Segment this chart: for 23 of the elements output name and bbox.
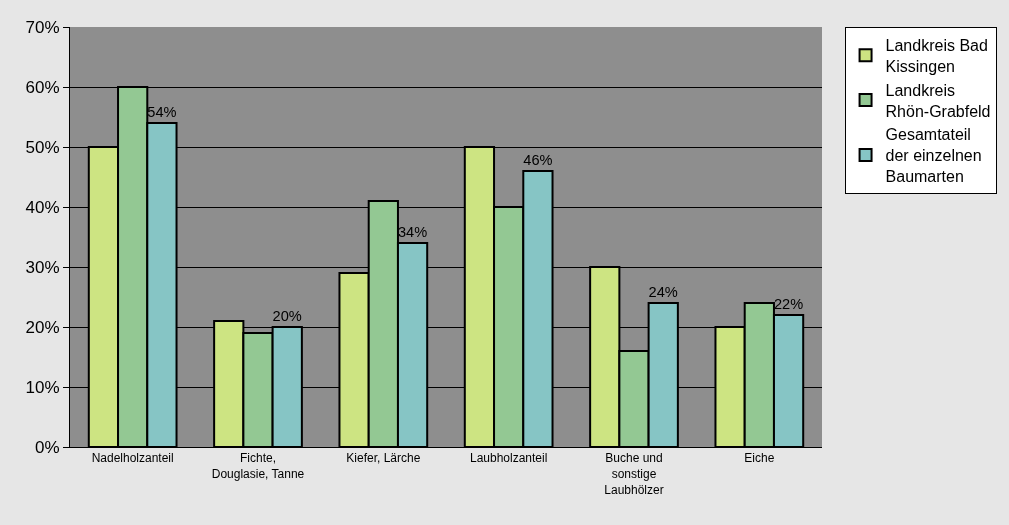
x-tick-label: Nadelholzanteil [91, 451, 174, 466]
x-tick-label: Buche und sonstige Laubhölzer [604, 451, 664, 497]
x-tick-label: Kiefer, Lärche [346, 451, 421, 466]
data-label: 20% [272, 308, 302, 325]
y-tick-label: 10% [25, 377, 60, 397]
y-tick-label: 20% [25, 317, 60, 337]
x-tick-label: Eiche [744, 451, 775, 466]
y-tick-label: 30% [25, 257, 60, 277]
legend-label: Gesamtateil der einzelnen Baumarten [885, 126, 982, 185]
data-label: 22% [773, 296, 804, 313]
x-tick-label: Fichte, Douglasie, Tanne [211, 451, 305, 481]
y-tick-label: 0% [35, 437, 60, 457]
y-tick-label: 70% [25, 17, 60, 37]
data-label: 34% [397, 224, 428, 241]
y-tick-label: 50% [25, 137, 60, 157]
x-tick-label: Laubholzanteil [469, 451, 548, 466]
data-label: 46% [523, 152, 553, 169]
data-label: 24% [648, 284, 678, 301]
legend-label: Landkreis Bad Kissingen [885, 37, 988, 75]
y-tick-label: 60% [25, 77, 60, 97]
legend-label: Landkreis Rhön-Grabfeld [885, 81, 991, 120]
y-tick-label: 40% [25, 197, 60, 217]
data-label: 54% [147, 104, 177, 121]
